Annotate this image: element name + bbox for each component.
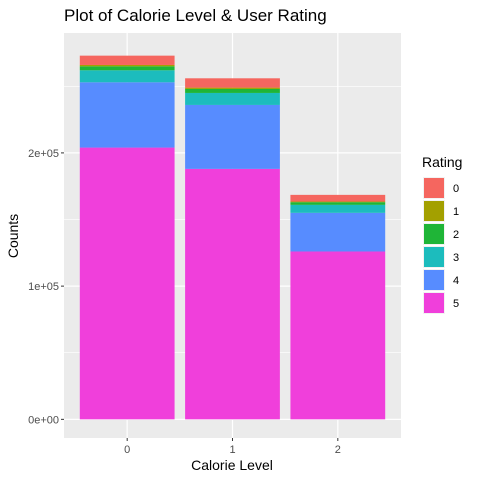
y-tick-label: 0e+00 <box>28 414 59 426</box>
bar-segment-cat1-rating0 <box>185 78 280 88</box>
bars <box>79 55 386 420</box>
legend-label: 5 <box>453 298 459 310</box>
bar-segment-cat1-rating5 <box>185 168 280 420</box>
bar-segment-cat2-rating1 <box>290 201 386 203</box>
legend-label: 1 <box>453 206 459 218</box>
legend-label: 3 <box>453 252 459 264</box>
legend-swatch-2 <box>424 224 444 244</box>
legend-swatch-0 <box>424 178 444 198</box>
legend-swatch-1 <box>424 201 444 221</box>
x-tick-label: 0 <box>124 444 130 456</box>
legend-swatch-3 <box>424 247 444 267</box>
x-axis-title: Calorie Level <box>191 457 273 473</box>
legend: Rating 0 1 2 3 4 5 <box>422 154 462 314</box>
bar-segment-cat0-rating5 <box>79 147 175 420</box>
bar-segment-cat0-rating1 <box>79 64 175 67</box>
bar-segment-cat0-rating0 <box>79 55 175 65</box>
y-tick-label: 2e+05 <box>28 148 59 160</box>
bar-segment-cat0-rating4 <box>79 82 175 148</box>
legend-title: Rating <box>422 154 462 170</box>
bar-segment-cat0-rating2 <box>79 66 175 71</box>
y-tick-label: 1e+05 <box>28 281 59 293</box>
bar-segment-cat2-rating0 <box>290 194 386 202</box>
legend-label: 4 <box>453 275 459 287</box>
x-tick-label: 1 <box>229 444 235 456</box>
bar-segment-cat1-rating1 <box>185 87 280 89</box>
bar-segment-cat1-rating2 <box>185 88 280 93</box>
bar-segment-cat0-rating3 <box>79 70 175 83</box>
bar-segment-cat2-rating2 <box>290 202 386 205</box>
legend-items: 0 1 2 3 4 5 <box>423 177 459 314</box>
bar-segment-cat2-rating5 <box>290 251 386 420</box>
x-axis-ticks: 0 1 2 <box>124 438 341 456</box>
bar-segment-cat1-rating4 <box>185 104 280 169</box>
legend-swatch-5 <box>424 293 444 313</box>
bar-segment-cat2-rating4 <box>290 212 386 252</box>
x-tick-label: 2 <box>335 444 341 456</box>
legend-swatch-4 <box>424 270 444 290</box>
legend-label: 2 <box>453 229 459 241</box>
y-axis-ticks: 0e+00 1e+05 2e+05 <box>28 148 64 426</box>
legend-label: 0 <box>453 183 459 195</box>
bar-segment-cat2-rating3 <box>290 204 386 213</box>
y-axis-title: Counts <box>5 214 21 258</box>
bar-segment-cat1-rating3 <box>185 92 280 105</box>
chart-title: Plot of Calorie Level & User Rating <box>64 6 327 25</box>
